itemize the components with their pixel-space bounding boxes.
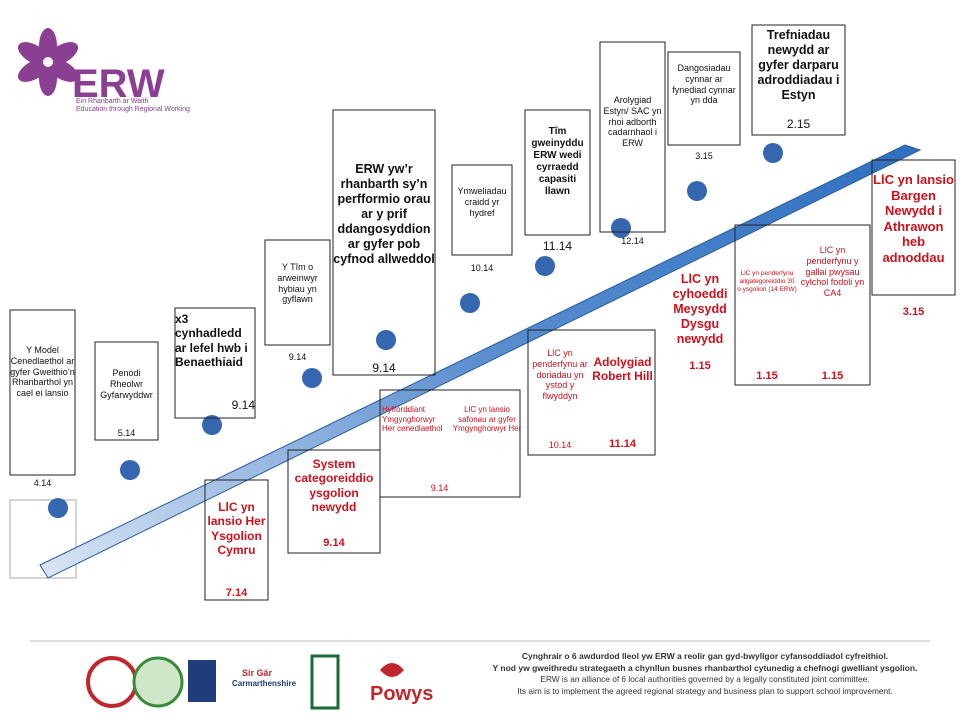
logo-tagline: Education through Regional Working <box>76 106 190 113</box>
milestone-date: 12.14 <box>621 236 644 246</box>
milestone-date: 11.14 <box>542 239 573 253</box>
milestone-text: Y Model Cenedlaethol ar gyfer Gweithio’n… <box>10 345 75 399</box>
government-date: 11.14 <box>609 438 636 450</box>
milestone-date: 10.14 <box>470 263 494 273</box>
milestone-date: 3.15 <box>695 151 713 161</box>
government-text: Hyfforddiant Ymgynghorwyr Her cenedlaeth… <box>382 405 443 434</box>
government-date: 3.15 <box>902 306 925 318</box>
government-text: System categoreiddio ysgolion newydd <box>294 457 374 515</box>
footer-line: Cynghrair o 6 awdurdod lleol yw ERW a re… <box>521 651 889 661</box>
milestone-text: Arolygiad Estyn/ SAC yn rhoi adborth cad… <box>603 95 662 149</box>
government-date: 1.15 <box>689 360 711 372</box>
government-date: 1.15 <box>756 370 778 382</box>
milestone-date: 2.15 <box>786 117 811 131</box>
council-name: Sir Gâr <box>242 668 273 678</box>
council-name: Carmarthenshire <box>232 679 297 688</box>
footer-line: Its aim is to implement the agreed regio… <box>517 686 893 696</box>
milestone-text: Tîm gweinyddu ERW wedi cyrraedd capasiti… <box>531 126 584 197</box>
footer-line: Y nod yw gweithredu strategaeth a chynll… <box>492 663 918 673</box>
government-text: LlC yn lansio Her Ysgolion Cymru <box>207 500 266 558</box>
milestone-text: Ymweliadau craidd yr hydref <box>457 186 507 218</box>
footer-line: ERW is an alliance of 6 local authoritie… <box>540 674 870 684</box>
logo-name: ERW <box>72 62 165 106</box>
milestone-date: 9.14 <box>288 352 307 362</box>
council-logos <box>86 654 404 710</box>
milestone-text: x3 cynhadledd ar lefel hwb i Benaethiaid <box>175 312 248 370</box>
government-date: 1.15 <box>821 370 844 382</box>
milestone-date: 9.14 <box>231 398 255 412</box>
council-name: Powys <box>370 683 434 705</box>
milestone-text: Trefniadau newydd ar gyfer darparu adrod… <box>757 28 840 102</box>
government-date: 9.14 <box>430 483 449 493</box>
milestone-text: Penodi Rheolwr Gyfarwyddwr <box>100 368 153 400</box>
timeline-arrow <box>39 144 922 579</box>
government-text: LlC yn penderfynu ailgategoreiddio 30 o … <box>737 270 797 293</box>
government-date: 7.14 <box>225 587 248 599</box>
government-text: LlC yn cyhoeddi Meysydd Dysgu newydd <box>672 272 728 346</box>
milestone-text: ERW yw’r rhanbarth sy’n perfformio orau … <box>333 162 435 266</box>
milestone-date: 5.14 <box>117 428 136 438</box>
logo-tagline: Ein Rhanbarth ar Waith <box>76 98 149 105</box>
milestone-date: 9.14 <box>372 361 396 375</box>
frame <box>9 499 77 579</box>
government-text: LlC yn lansio safonau ar gyfer Ymgynghor… <box>452 405 522 434</box>
government-date: 9.14 <box>323 537 345 549</box>
boxes <box>9 24 956 601</box>
milestone-date: 4.14 <box>33 478 52 488</box>
flower-logo <box>17 28 79 96</box>
government-date: 10.14 <box>548 440 572 450</box>
timeline-dots <box>48 143 783 518</box>
government-text: LlC yn penderfynu y gallai pwysau cylcho… <box>800 245 865 299</box>
milestone-text: Dangosiadau cynnar ar fynediad cynnar yn… <box>672 63 736 106</box>
government-text: LlC yn penderfynu ar doriadau yn ystod y… <box>532 348 588 402</box>
government-text: Adolygiad Robert Hill <box>592 355 653 384</box>
milestone-text: Y Tîm o arweinwyr hybiau yn gyflawn <box>277 262 318 305</box>
government-text: LlC yn lansio Bargen Newydd i Athrawon h… <box>873 172 954 265</box>
